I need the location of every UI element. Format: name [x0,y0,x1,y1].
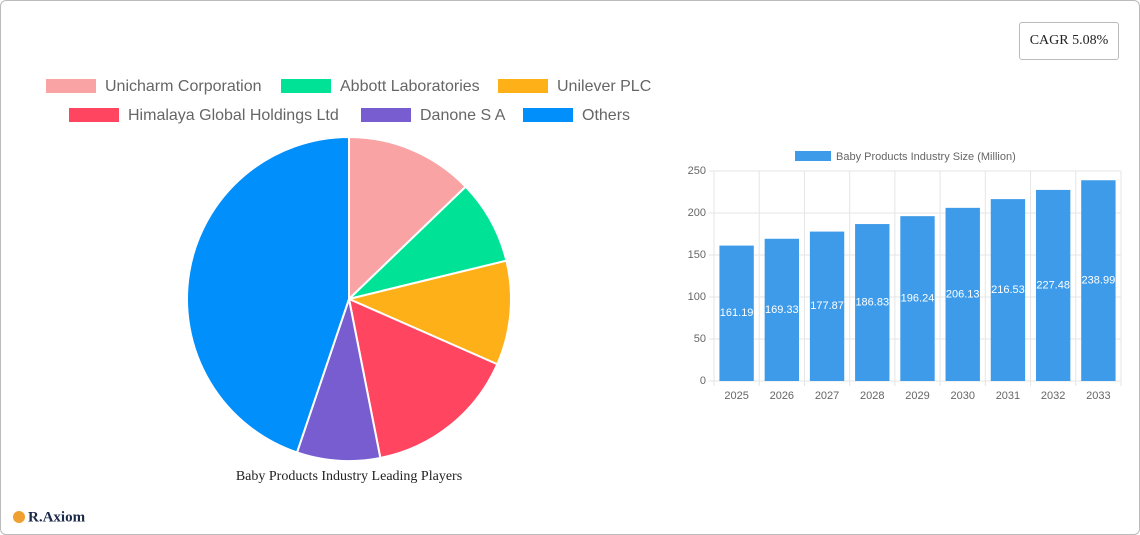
legend-label: Himalaya Global Holdings Ltd [128,107,339,124]
bar [1035,189,1071,381]
y-tick-label: 100 [688,291,706,303]
x-tick-label: 2025 [724,390,748,402]
value-label: 206.13 [946,288,980,300]
legend-label: Unilever PLC [557,78,651,95]
pie-slice [347,297,499,460]
legend-label: Baby Products Industry Size (Million) [836,151,1016,163]
y-tick-label: 250 [688,165,706,177]
x-tick-label: 2030 [950,390,974,402]
legend-swatch [795,151,831,161]
legend-swatch [523,108,573,122]
bar [945,207,980,381]
y-tick-label: 150 [688,249,706,261]
x-tick-label: 2033 [1086,390,1110,402]
cagr-badge: CAGR 5.08% [1019,22,1119,60]
x-tick-label: 2026 [770,390,794,402]
bar [855,224,890,381]
bar [719,245,754,381]
legend-label: Others [582,107,630,124]
value-label: 196.24 [901,292,935,304]
pie-slice [345,259,512,366]
brand: R.Axiom [28,509,86,525]
bar [764,238,800,381]
y-tick-label: 50 [694,333,706,345]
legend-swatch [69,108,119,122]
legend-swatch [361,108,411,122]
legend-swatch [46,79,96,93]
bar [990,199,1026,381]
legend-label: Abbott Laboratories [340,78,480,95]
legend-swatch [281,79,331,93]
value-label: 216.53 [991,284,1025,296]
pie-slice [186,135,350,454]
value-label: 186.83 [855,296,889,308]
bar [809,231,845,381]
pie-slice [348,135,468,302]
y-tick-label: 200 [688,207,706,219]
value-label: 169.33 [765,304,799,316]
x-tick-label: 2031 [996,390,1020,402]
value-label: 227.48 [1036,279,1070,291]
value-label: 161.19 [720,307,754,319]
x-tick-label: 2029 [905,390,929,402]
legend-swatch [498,79,548,93]
bar [1081,180,1116,381]
value-label: 238.99 [1082,275,1116,287]
y-tick-label: 0 [700,375,706,387]
x-tick-label: 2028 [860,390,884,402]
x-tick-label: 2032 [1041,390,1065,402]
x-tick-label: 2027 [815,390,839,402]
legend-label: Danone S A [420,107,506,124]
legend-label: Unicharm Corporation [105,78,262,95]
value-label: 177.87 [810,300,844,312]
logo-icon [13,511,25,523]
bar [900,216,935,381]
pie-slice [345,185,508,301]
pie-title: Baby Products Industry Leading Players [236,469,462,484]
